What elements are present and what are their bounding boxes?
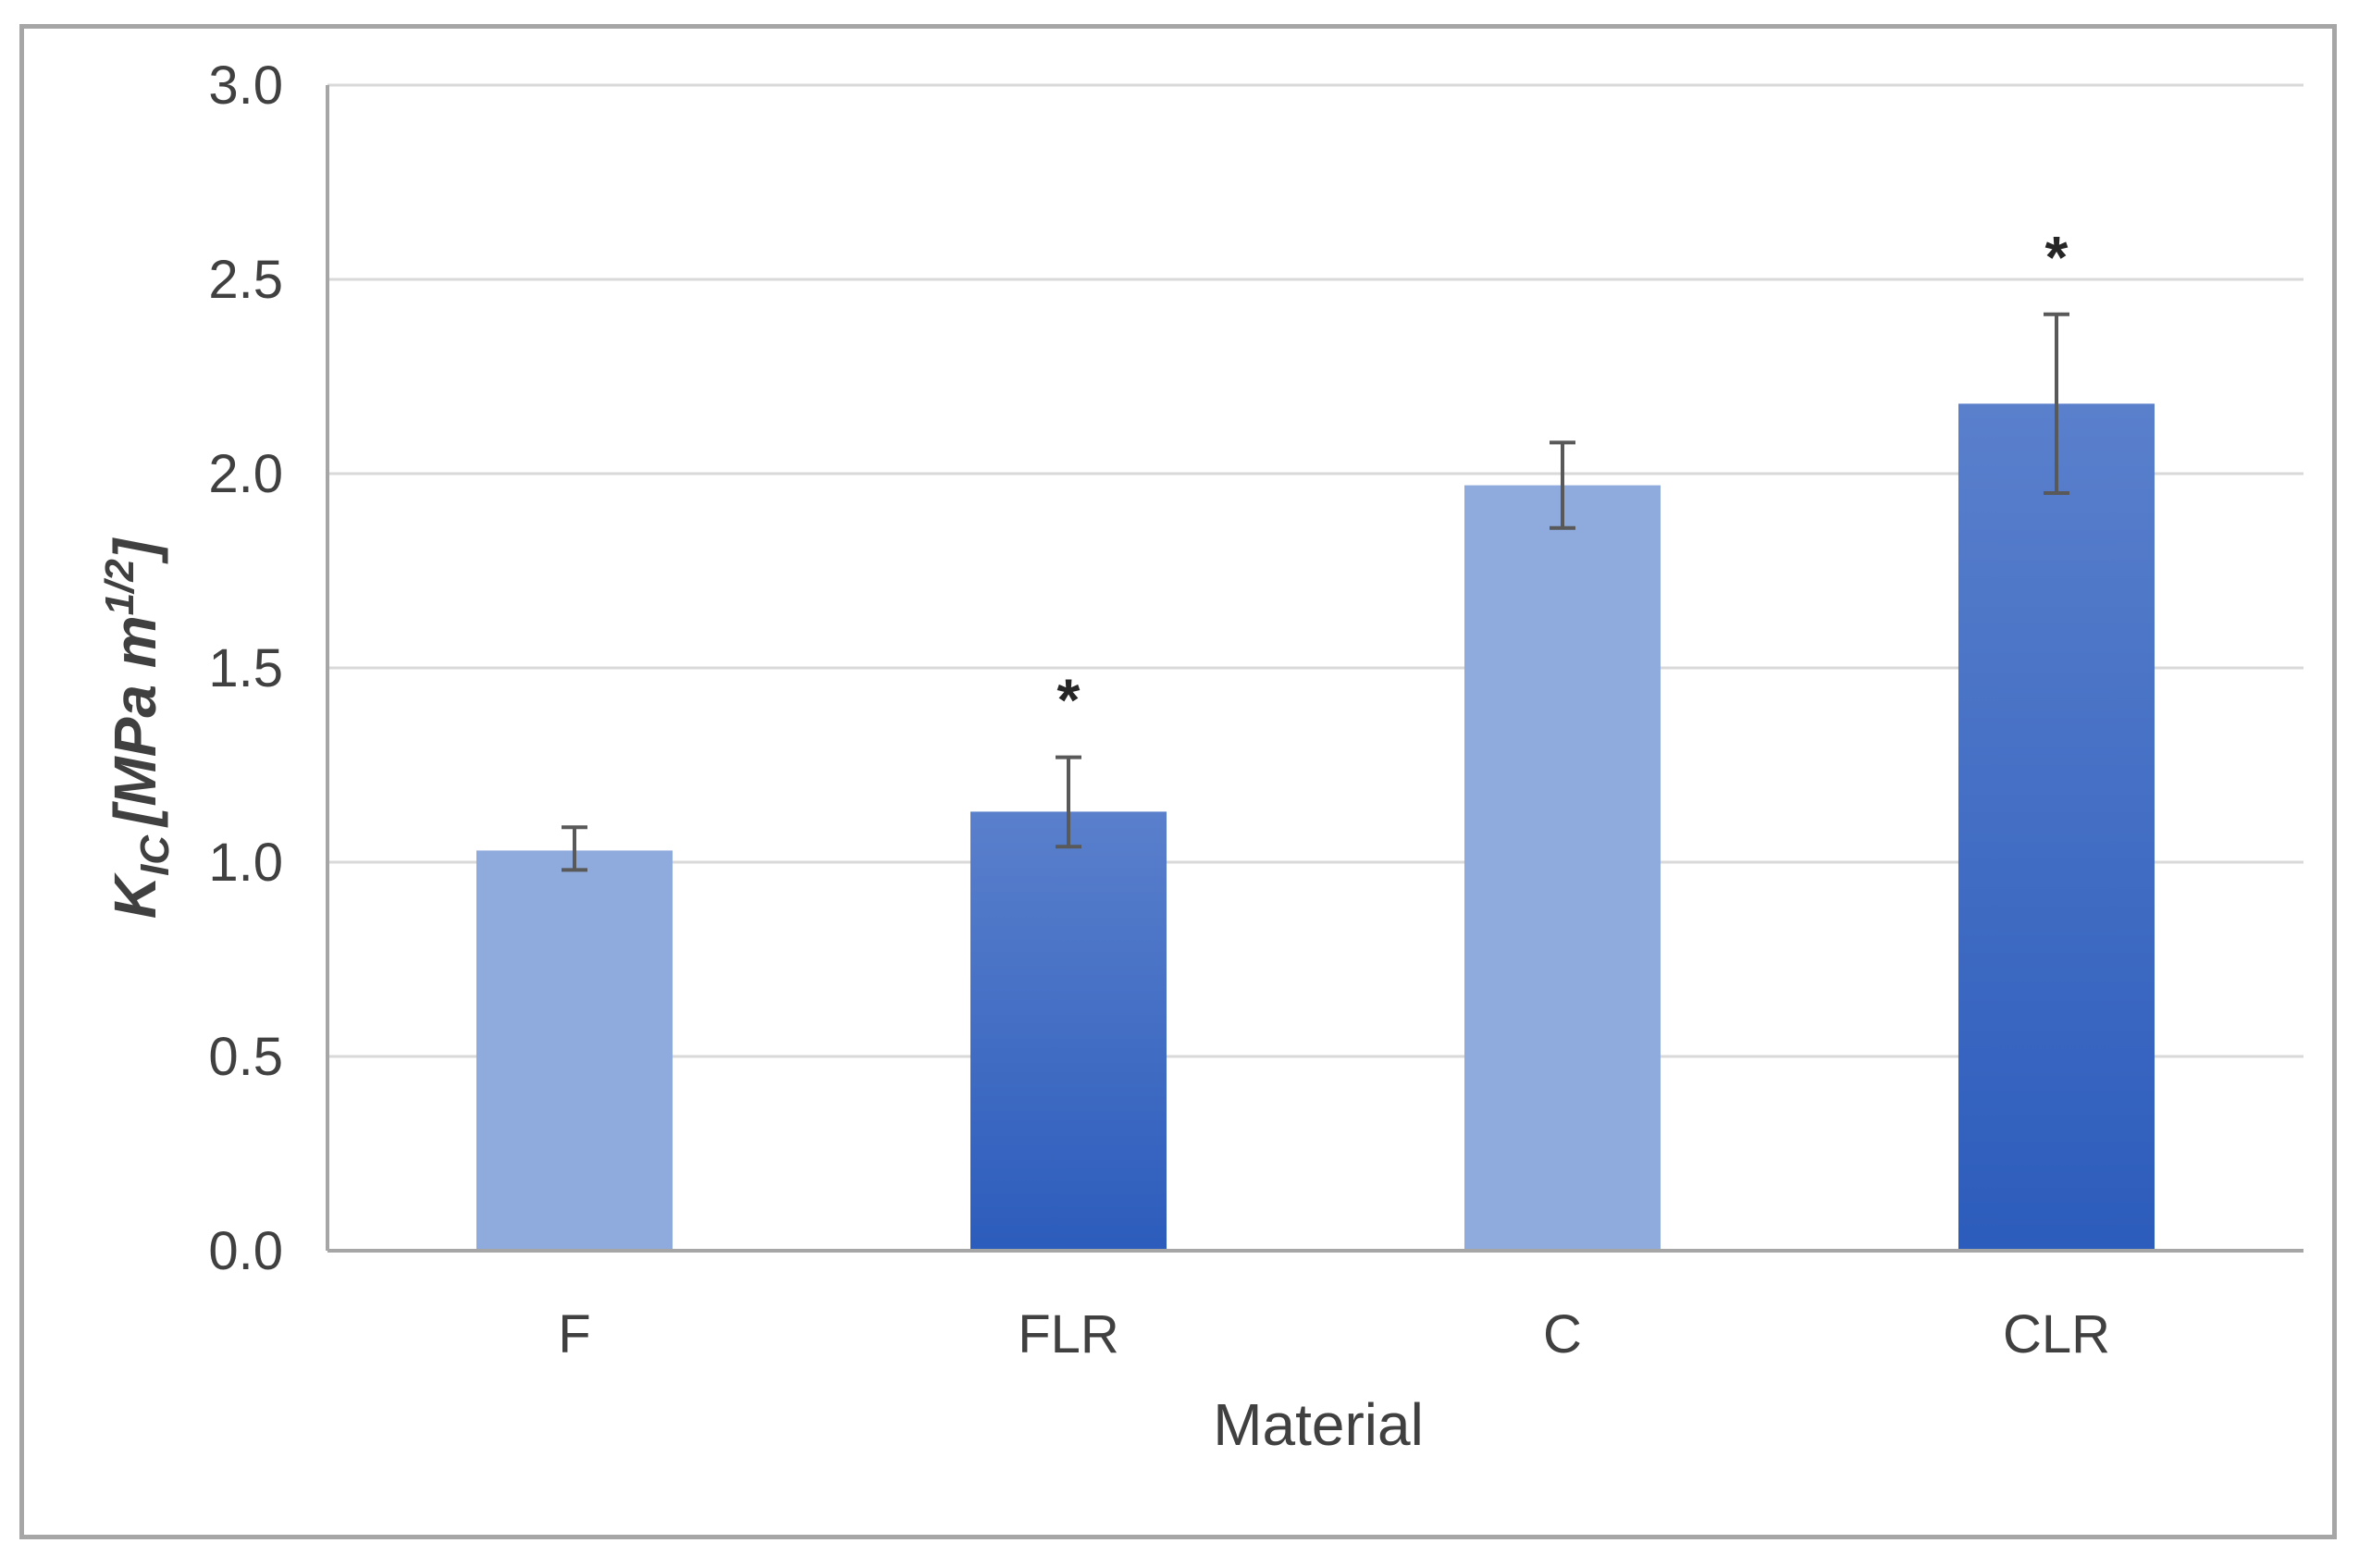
y-tick-label: 0.0 (208, 1221, 283, 1281)
y-tick-label: 1.5 (208, 638, 283, 698)
y-axis-title: KIC[MPa m1/2] (97, 537, 178, 919)
y-tick-label: 2.5 (208, 250, 283, 310)
bar-clr (1958, 403, 2155, 1251)
y-axis-symbol: K (102, 871, 168, 919)
bar-f (476, 850, 673, 1251)
x-tick-label: F (558, 1304, 590, 1364)
y-axis-subscript: IC (132, 834, 178, 876)
bar-flr (970, 811, 1167, 1251)
bar-c (1464, 485, 1661, 1251)
x-tick-label: C (1543, 1304, 1582, 1364)
y-tick-label: 2.0 (208, 444, 283, 504)
chart-frame (19, 24, 2337, 1539)
y-tick-label: 0.5 (208, 1027, 283, 1087)
y-axis-unit: [MPa m (102, 615, 168, 828)
x-tick-label: FLR (1018, 1304, 1119, 1364)
y-tick-label: 3.0 (208, 56, 283, 116)
significance-marker: * (1057, 667, 1081, 734)
x-axis-title: Material (1213, 1391, 1424, 1458)
significance-marker: * (2045, 224, 2069, 290)
x-tick-label: CLR (2003, 1304, 2110, 1364)
y-axis-exponent: 1/2 (97, 559, 142, 616)
y-tick-label: 1.0 (208, 833, 283, 893)
